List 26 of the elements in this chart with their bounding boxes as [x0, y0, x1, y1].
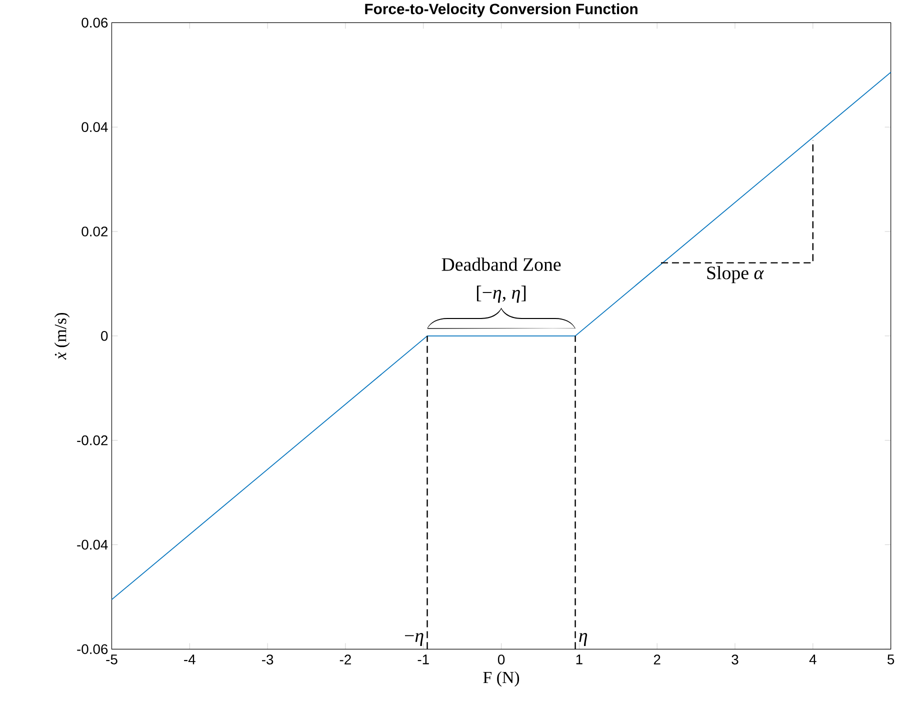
x-tick-label: 4: [809, 654, 816, 664]
x-tick-label: 1: [576, 654, 582, 664]
y-tick-label: -0.04: [77, 540, 108, 550]
x-tick-label: 0: [498, 654, 505, 665]
x-tick-label: 5: [888, 654, 894, 664]
y-tick-label: 0.02: [82, 226, 108, 236]
y-tick-label: 0.06: [82, 18, 108, 28]
y-tick-label: 0: [101, 330, 108, 341]
x-axis-title: F (N): [483, 671, 520, 687]
x-tick-label: -4: [184, 654, 196, 664]
chart-title: Force-to-Velocity Conversion Function: [365, 3, 638, 18]
annotation: Slope α: [707, 266, 764, 284]
annotation: [−η, η]: [476, 286, 526, 303]
x-tick-label: -3: [262, 654, 274, 665]
x-tick-label: -5: [106, 654, 118, 664]
annotation: η: [579, 633, 588, 646]
y-tick-label: -0.02: [77, 435, 108, 446]
annotation: −η: [404, 633, 424, 646]
annotation: Deadband Zone: [442, 258, 561, 271]
x-tick-label: 3: [732, 654, 738, 665]
y-axis-title: ẋ (m/s): [54, 312, 70, 360]
y-tick-label: 0.04: [82, 122, 108, 132]
y-tick-label: -0.06: [77, 644, 108, 654]
x-tick-label: -2: [340, 654, 351, 664]
x-tick-label: -1: [418, 654, 429, 664]
x-tick-label: 2: [654, 654, 660, 664]
